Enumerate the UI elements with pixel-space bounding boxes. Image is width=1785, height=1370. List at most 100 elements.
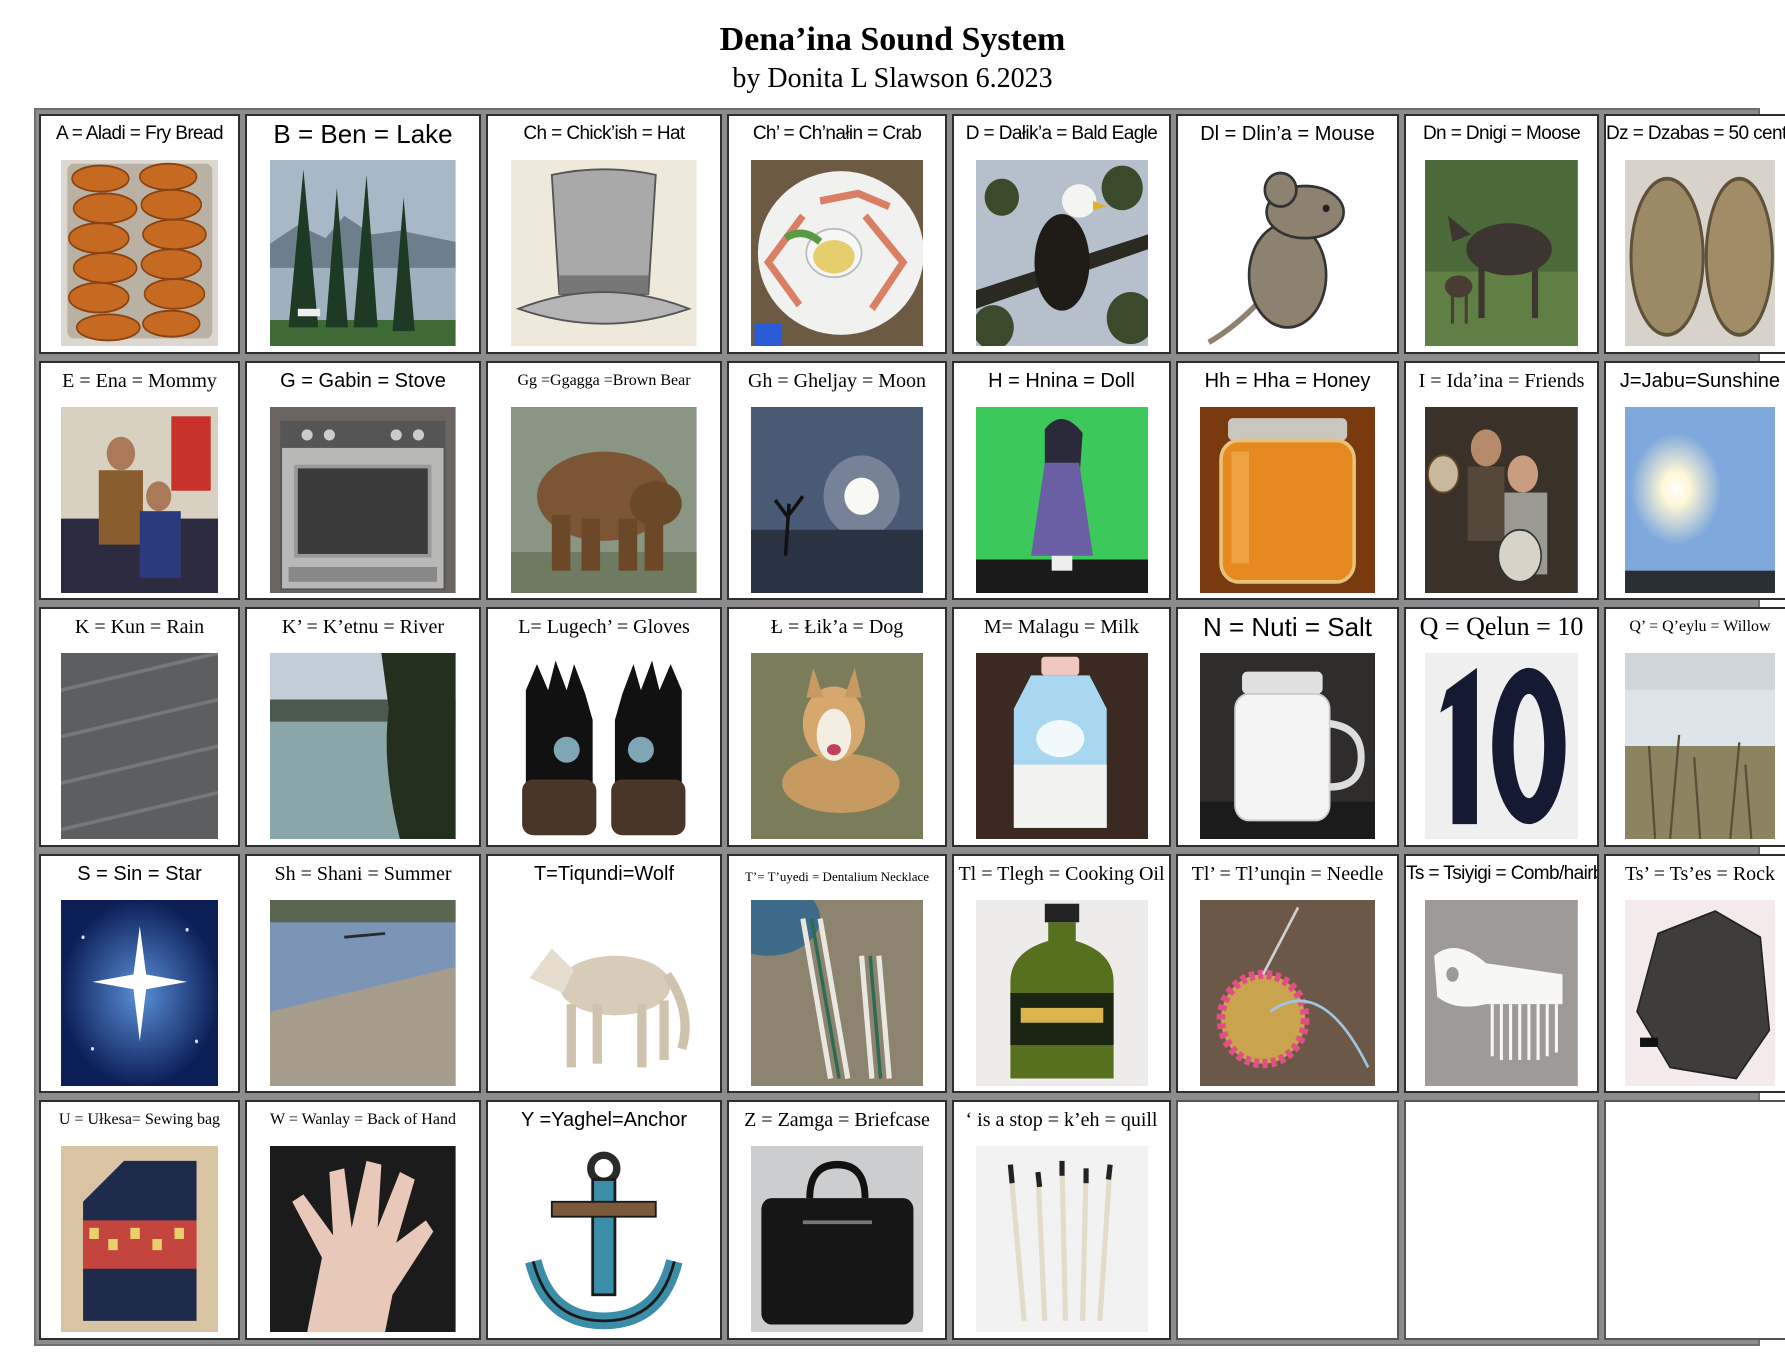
card-label: Ch’ = Ch’nałin = Crab	[752, 123, 922, 144]
card-l: L= Lugech’ = Gloves	[486, 607, 722, 847]
page-subtitle: by Donita L Slawson 6.2023	[732, 63, 1053, 94]
card-h: H = Hnina = Doll	[952, 360, 1171, 601]
card-label: E = Ena = Mommy	[62, 369, 217, 392]
stove-icon	[270, 406, 456, 593]
card-s: S = Sin = Star	[39, 853, 240, 1094]
bald-eagle-icon	[975, 160, 1148, 346]
card-label: Tl = Tlegh = Cooking Oil	[958, 862, 1165, 885]
willow-icon	[1624, 653, 1776, 840]
card-n: N = Nuti = Salt	[1176, 607, 1399, 847]
card-tl: Tl = Tlegh = Cooking Oil	[952, 853, 1171, 1094]
sound-card-grid: A = Aladi = Fry Bread B = Ben = Lake	[34, 108, 1785, 1346]
rain-icon	[60, 653, 219, 840]
sewing-bag-icon	[60, 1146, 219, 1333]
card-label: M= Malagu = Milk	[983, 616, 1140, 639]
rock-icon	[1624, 899, 1776, 1086]
card-ch-glottal: Ch’ = Ch’nałin = Crab	[727, 114, 947, 354]
briefcase-icon	[750, 1146, 924, 1333]
card-e: E = Ena = Mommy	[39, 360, 240, 601]
comb-icon	[1425, 899, 1578, 1086]
wolf-icon	[511, 899, 697, 1086]
card-label: Ts’ = Ts’es = Rock	[1624, 862, 1776, 885]
sunshine-icon	[1624, 406, 1776, 593]
card-dz: Dz = Dzabas = 50 cents	[1604, 114, 1785, 354]
hand-icon	[270, 1146, 456, 1333]
card-label: W = Wanlay = Back of Hand	[270, 1111, 456, 1129]
number-ten-icon	[1425, 653, 1578, 840]
dog-icon	[750, 653, 924, 840]
card-m: M= Malagu = Milk	[952, 607, 1171, 847]
card-ts: Ts = Tsiyigi = Comb/hairbrush	[1404, 853, 1599, 1094]
quarters-icon	[1624, 160, 1776, 346]
card-label: Ch = Chick’ish = Hat	[523, 123, 685, 144]
moon-icon	[750, 406, 924, 593]
card-k-glottal: K’ = K’etnu = River	[245, 607, 481, 847]
card-j: J=Jabu=Sunshine	[1604, 360, 1785, 601]
top-hat-icon	[511, 160, 697, 346]
card-label: Z = Zamga = Briefcase	[744, 1109, 930, 1132]
card-label: Gg =Ggagga =Brown Bear	[517, 371, 691, 389]
card-q: Q = Qelun = 10	[1404, 607, 1599, 847]
crab-plate-icon	[750, 160, 924, 346]
card-label: G = Gabin = Stove	[280, 369, 446, 392]
family-photo-icon	[60, 406, 219, 593]
card-label: Ł = Łik’a = Dog	[770, 616, 904, 639]
card-q-glottal: Q’ = Q’eylu = Willow	[1604, 607, 1785, 847]
card-w: W = Wanlay = Back of Hand	[245, 1100, 481, 1340]
card-label: T=Tiqundi=Wolf	[533, 862, 675, 885]
needle-beadwork-icon	[1199, 899, 1376, 1086]
star-icon	[60, 899, 219, 1086]
card-label: Sh = Shani = Summer	[274, 862, 452, 885]
card-z: Z = Zamga = Briefcase	[727, 1100, 947, 1340]
lake-icon	[270, 160, 456, 346]
quills-icon	[975, 1146, 1148, 1333]
card-dl: Dl = Dlin’a = Mouse	[1176, 114, 1399, 354]
card-label: B = Ben = Lake	[273, 119, 453, 149]
card-label: Gh = Gheljay = Moon	[747, 369, 927, 392]
card-label: Dl = Dlin’a = Mouse	[1200, 123, 1375, 145]
card-d: D = Dałik’a = Bald Eagle	[952, 114, 1171, 354]
card-hh: Hh = Hha = Honey	[1176, 360, 1399, 601]
card-label: K’ = K’etnu = River	[281, 616, 445, 639]
card-label: I = Ida’ina = Friends	[1418, 369, 1585, 392]
brown-bear-icon	[511, 406, 697, 593]
card-label: U = Ułkesa= Sewing bag	[58, 1111, 221, 1129]
card-label: J=Jabu=Sunshine	[1619, 369, 1781, 392]
empty-card	[1604, 1100, 1785, 1340]
card-glottal-stop: ‘ is a stop = k’eh = quill	[952, 1100, 1171, 1340]
card-a: A = Aladi = Fry Bread	[39, 114, 240, 354]
empty-card	[1176, 1100, 1399, 1340]
mouse-icon	[1199, 160, 1376, 346]
card-label: D = Dałik’a = Bald Eagle	[965, 123, 1158, 144]
moose-icon	[1425, 160, 1578, 346]
card-b: B = Ben = Lake	[245, 114, 481, 354]
card-gg: Gg =Ggagga =Brown Bear	[486, 360, 722, 601]
card-i: I = Ida’ina = Friends	[1404, 360, 1599, 601]
card-g: G = Gabin = Stove	[245, 360, 481, 601]
necklace-icon	[750, 899, 924, 1086]
card-label: ‘ is a stop = k’eh = quill	[965, 1109, 1158, 1132]
river-icon	[270, 653, 456, 840]
card-label: N = Nuti = Salt	[1202, 612, 1373, 643]
milk-bottle-icon	[975, 653, 1148, 840]
card-label: Dn = Dnigi = Moose	[1422, 123, 1581, 144]
card-tl-glottal: Tl’ = Tl’unqin = Needle	[1176, 853, 1399, 1094]
card-dn: Dn = Dnigi = Moose	[1404, 114, 1599, 354]
card-label: Ts = Tsiyigi = Comb/hairbrush	[1406, 862, 1597, 884]
anchor-icon	[511, 1146, 697, 1333]
oil-bottle-icon	[975, 899, 1148, 1086]
card-label: Tl’ = Tl’unqin = Needle	[1191, 862, 1384, 885]
card-label: L= Lugech’ = Gloves	[518, 616, 690, 639]
friends-photo-icon	[1425, 406, 1578, 593]
card-ts-glottal: Ts’ = Ts’es = Rock	[1604, 853, 1785, 1094]
page-title: Dena’ina Sound System	[719, 21, 1066, 58]
card-u: U = Ułkesa= Sewing bag	[39, 1100, 240, 1340]
salt-jar-icon	[1199, 653, 1376, 840]
card-t: T=Tiqundi=Wolf	[486, 853, 722, 1094]
card-label: Hh = Hha = Honey	[1204, 369, 1371, 392]
card-label: T’= T’uyedi = Dentalium Necklace	[744, 868, 930, 884]
card-label: H = Hnina = Doll	[988, 369, 1135, 392]
card-ch: Ch = Chick’ish = Hat	[486, 114, 722, 354]
card-k: K = Kun = Rain	[39, 607, 240, 847]
summer-icon	[270, 899, 456, 1086]
